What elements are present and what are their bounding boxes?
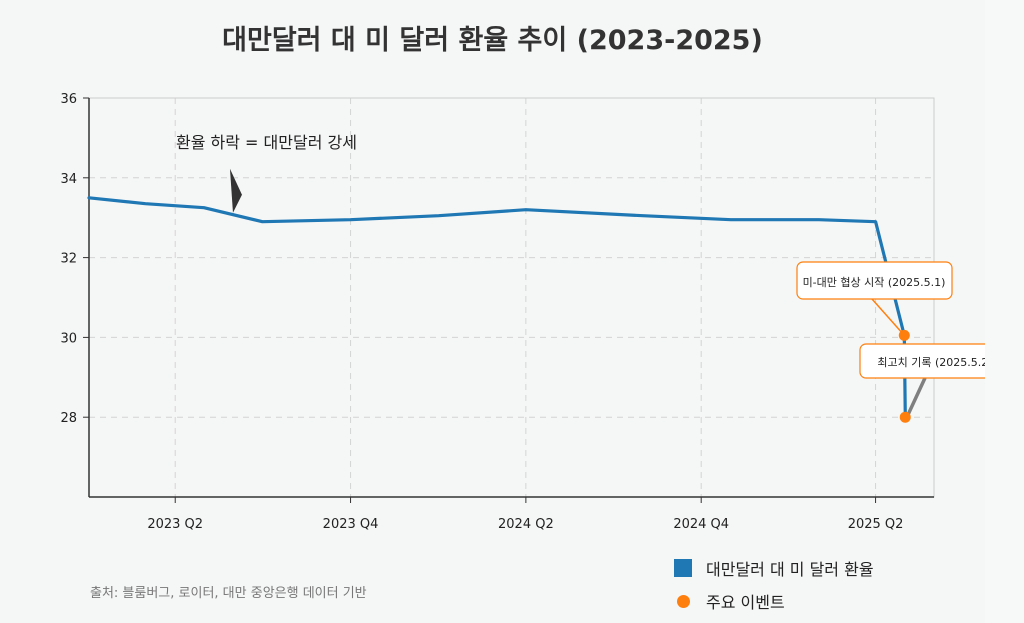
event-callout-box bbox=[859, 343, 985, 379]
y-tick-label: 36 bbox=[60, 92, 77, 107]
x-tick-label: 2023 Q4 bbox=[323, 517, 379, 532]
legend-label: 주요 이벤트 bbox=[706, 593, 785, 612]
line-chart: 28 30 32 34 36 2023 Q2 2023 Q4 2024 Q2 2024 Q4 20… bbox=[60, 92, 985, 532]
callout-connector bbox=[871, 298, 905, 336]
y-tick-label: 30 bbox=[60, 331, 77, 346]
event-layer: 미-대만 협상 시작 (2025.5.1) 최고치 기록 (2025.5.2) bbox=[796, 261, 985, 423]
tick-labels: 28 30 32 34 36 2023 Q2 2023 Q4 2024 Q2 2024 Q4 20… bbox=[60, 92, 903, 532]
x-tick-label: 2024 Q2 bbox=[498, 517, 554, 532]
axes bbox=[83, 97, 935, 503]
event-marker bbox=[899, 411, 911, 423]
y-tick-label: 28 bbox=[60, 411, 77, 426]
legend-swatch bbox=[674, 559, 692, 577]
x-tick-label: 2025 Q2 bbox=[848, 517, 904, 532]
y-tick-label: 32 bbox=[60, 252, 77, 267]
x-tick-label: 2023 Q2 bbox=[147, 517, 203, 532]
event-marker bbox=[898, 329, 910, 341]
x-tick-label: 2024 Q4 bbox=[673, 517, 729, 532]
legend-item-events: 주요 이벤트 bbox=[674, 589, 785, 613]
legend-label: 대만달러 대 미 달러 환율 bbox=[706, 560, 874, 579]
source-note: 출처: 블룸버그, 로이터, 대만 중앙은행 데이터 기반 bbox=[90, 586, 367, 601]
y-tick-label: 34 bbox=[60, 172, 77, 187]
event-label: 미-대만 협상 시작 (2025.5.1) bbox=[803, 276, 946, 289]
chart-title: 대만달러 대 미 달러 환율 추이 (2023-2025) bbox=[222, 25, 763, 56]
legend-item-series: 대만달러 대 미 달러 환율 bbox=[674, 556, 874, 580]
event-callout-box bbox=[796, 261, 953, 300]
annotation-arrow bbox=[229, 168, 242, 213]
callout-connector bbox=[906, 377, 927, 415]
series-line bbox=[87, 196, 907, 419]
chart-figure bbox=[0, 0, 985, 623]
annotation-text: 환율 하락 = 대만달러 강세 bbox=[176, 133, 357, 152]
series-layer bbox=[87, 196, 907, 419]
event-label: 최고치 기록 (2025.5.2) bbox=[877, 356, 985, 369]
legend-marker bbox=[677, 594, 690, 608]
annotation-layer: 환율 하락 = 대만달러 강세 bbox=[176, 133, 357, 213]
